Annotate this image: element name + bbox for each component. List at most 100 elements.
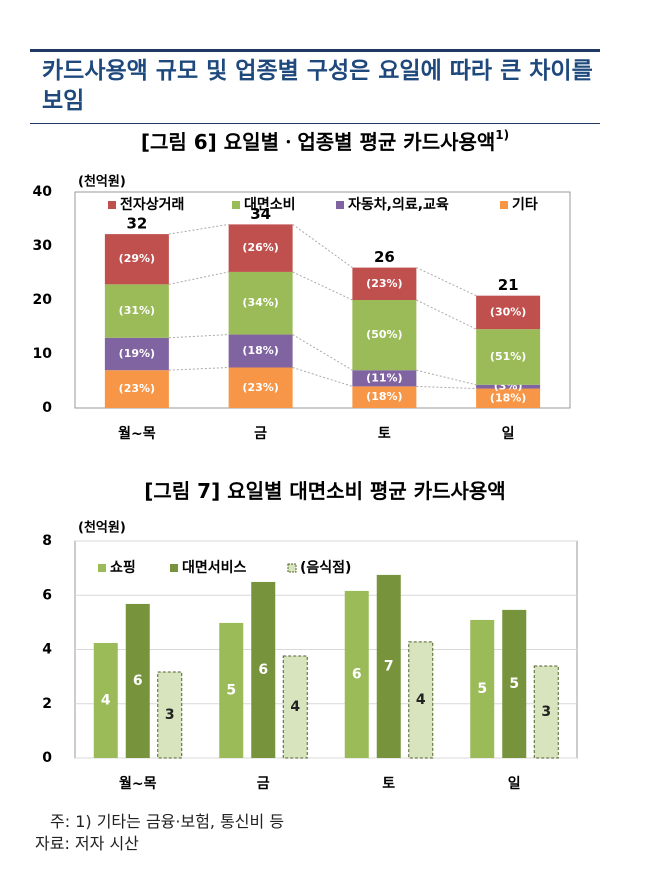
- bar-segment: [104, 284, 169, 338]
- share-label: (18%): [490, 391, 526, 404]
- bar-segment: [228, 367, 293, 408]
- bar: [282, 655, 308, 759]
- value-label: 6: [258, 662, 268, 678]
- unit-label: (천억원): [78, 521, 126, 536]
- value-label: 5: [477, 681, 487, 697]
- bar-segment: [228, 334, 293, 368]
- connector: [292, 334, 353, 371]
- value-label: 3: [541, 704, 551, 720]
- value-label: 3: [165, 707, 175, 723]
- legend-swatch: [232, 201, 240, 209]
- bar-segment: [352, 370, 417, 387]
- y-tick-label: 20: [33, 292, 53, 308]
- value-label: 4: [101, 692, 111, 708]
- x-tick-label: 일: [508, 776, 521, 792]
- y-tick-label: 0: [42, 750, 52, 766]
- legend-swatch: [108, 201, 116, 209]
- bottom-rule: [30, 123, 600, 124]
- share-label: (50%): [366, 328, 402, 341]
- bar-segment: [228, 224, 293, 272]
- legend-label: 기타: [512, 197, 538, 213]
- share-label: (18%): [242, 344, 278, 357]
- y-tick-label: 8: [42, 533, 52, 549]
- bar-segment: [104, 337, 169, 371]
- y-tick-label: 30: [33, 238, 53, 254]
- x-tick-label: 금: [254, 426, 267, 442]
- connector: [416, 267, 477, 297]
- x-tick-label: 일: [502, 426, 515, 442]
- x-tick-label: 금: [257, 776, 270, 792]
- share-label: (19%): [119, 347, 155, 360]
- bar: [408, 641, 434, 759]
- legend-label: 쇼핑: [110, 559, 136, 576]
- total-label: 26: [374, 248, 395, 266]
- y-tick-label: 0: [42, 400, 52, 416]
- bar: [125, 603, 150, 758]
- total-label: 32: [126, 215, 147, 233]
- share-label: (11%): [366, 371, 402, 384]
- bar: [157, 671, 183, 759]
- bar-segment: [104, 370, 169, 408]
- x-tick-label: 월~목: [118, 425, 156, 442]
- y-tick-label: 4: [42, 642, 52, 658]
- x-tick-label: 토: [378, 426, 391, 442]
- top-rule: [30, 49, 600, 52]
- source: 자료: 저자 시산: [35, 834, 139, 853]
- connector: [168, 271, 229, 285]
- legend-swatch: [170, 564, 178, 572]
- value-label: 4: [416, 692, 426, 708]
- legend-swatch: [500, 201, 508, 209]
- bar-segment: [476, 388, 541, 408]
- legend-label: 자동차,의료,교육: [348, 196, 449, 213]
- share-label: (23%): [119, 382, 155, 395]
- share-label: (51%): [490, 350, 526, 363]
- legend-label: (음식점): [300, 559, 351, 576]
- bar-segment: [352, 267, 417, 300]
- share-label: (23%): [242, 381, 278, 394]
- y-tick-label: 2: [42, 696, 52, 712]
- bar: [344, 590, 369, 758]
- share-label: (23%): [366, 277, 402, 290]
- connector: [416, 299, 477, 330]
- connector: [292, 223, 353, 269]
- share-label: (18%): [366, 390, 402, 403]
- legend-swatch: [336, 201, 344, 209]
- plot-area: [74, 191, 571, 409]
- bar: [470, 619, 495, 758]
- share-label: (34%): [242, 296, 278, 309]
- bar: [219, 622, 244, 758]
- bar-segment: [476, 295, 541, 330]
- value-label: 7: [384, 658, 394, 674]
- legend-swatch: [98, 564, 106, 572]
- legend-label: 전자상거래: [120, 196, 184, 213]
- bar-segment: [352, 300, 417, 371]
- bar: [251, 581, 276, 758]
- bar-segment: [476, 329, 541, 385]
- bar: [533, 665, 559, 759]
- y-tick-label: 40: [33, 184, 53, 200]
- total-label: 21: [498, 276, 519, 294]
- bar: [502, 609, 527, 758]
- y-tick-label: 10: [33, 346, 53, 362]
- chart-title: [그림 6] 요일별ㆍ업종별 평균 카드사용액1): [141, 128, 509, 154]
- total-label: 34: [250, 205, 271, 223]
- connector: [168, 334, 229, 339]
- share-label: (29%): [119, 252, 155, 265]
- chart-title-text: [그림 7] 요일별 대면소비 평균 카드사용액: [144, 479, 505, 503]
- share-label: (31%): [119, 304, 155, 317]
- x-tick-label: 토: [382, 776, 395, 792]
- legend-label: 대면서비스: [182, 559, 247, 576]
- x-tick-label: 월~목: [119, 775, 157, 792]
- bar-segment: [104, 234, 169, 285]
- value-label: 6: [133, 673, 143, 689]
- share-label: (26%): [242, 241, 278, 254]
- bar-segment: [476, 384, 541, 389]
- title-note: 1): [495, 128, 509, 142]
- value-label: 5: [509, 676, 519, 692]
- unit-label: (천억원): [78, 175, 126, 190]
- connector: [292, 271, 353, 301]
- value-label: 6: [352, 666, 362, 682]
- chart-title-text: [그림 6] 요일별ㆍ업종별 평균 카드사용액: [141, 130, 495, 154]
